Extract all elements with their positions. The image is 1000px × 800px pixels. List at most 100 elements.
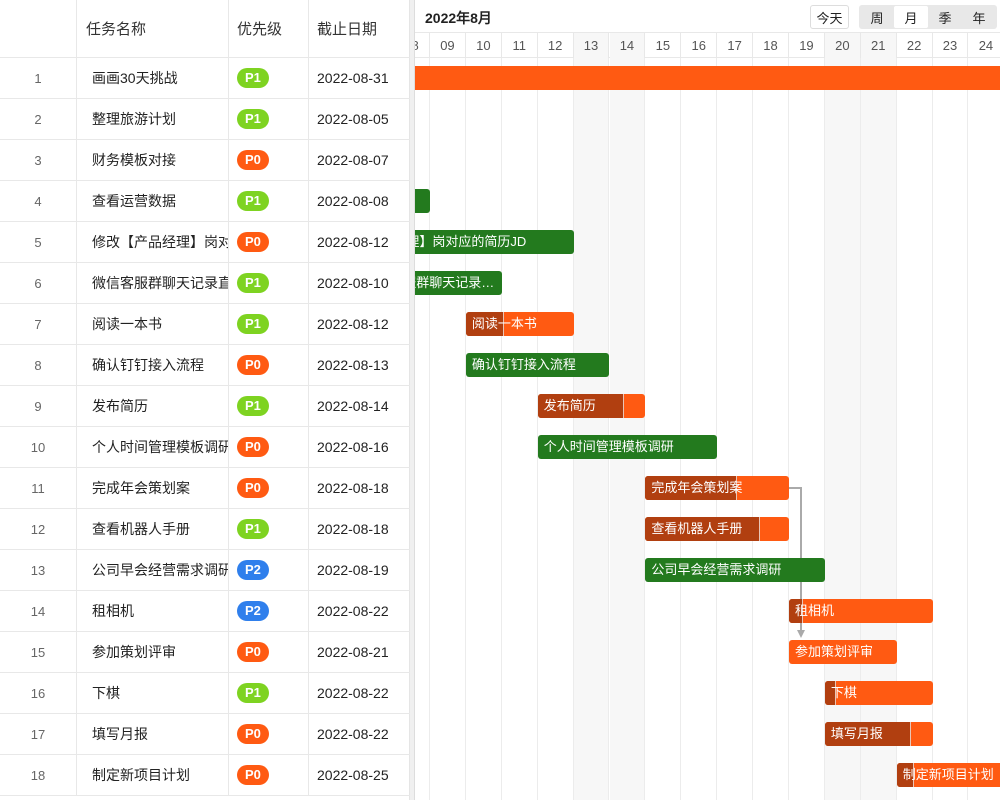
- due-date[interactable]: 2022-08-16: [317, 439, 389, 455]
- progress-fill[interactable]: [896, 763, 914, 787]
- scale-3-button[interactable]: 年: [972, 10, 986, 26]
- task-name[interactable]: 微信客服群聊天记录直...: [77, 263, 229, 303]
- priority-badge[interactable]: P2: [237, 560, 269, 580]
- today-button[interactable]: 今天: [810, 5, 849, 29]
- priority-badge[interactable]: P1: [237, 683, 269, 703]
- task-name[interactable]: 发布简历: [77, 386, 229, 426]
- task-bar[interactable]: 租相机: [789, 599, 933, 623]
- table-row[interactable]: 7 阅读一本书 P1 2022-08-12: [0, 304, 410, 345]
- table-row[interactable]: 8 确认钉钉接入流程 P0 2022-08-13: [0, 345, 410, 386]
- task-name[interactable]: 个人时间管理模板调研: [77, 427, 229, 467]
- task-name[interactable]: 整理旅游计划: [77, 99, 229, 139]
- task-name[interactable]: 画画30天挑战: [77, 58, 229, 98]
- priority-badge[interactable]: P1: [237, 68, 269, 88]
- due-date[interactable]: 2022-08-25: [317, 767, 389, 783]
- table-row[interactable]: 13 公司早会经营需求调研 P2 2022-08-19: [0, 550, 410, 591]
- task-name[interactable]: 修改【产品经理】岗对应的简历JD: [77, 222, 229, 262]
- priority-badge[interactable]: P0: [237, 642, 269, 662]
- table-row[interactable]: 10 个人时间管理模板调研 P0 2022-08-16: [0, 427, 410, 468]
- task-name[interactable]: 填写月报: [77, 714, 229, 754]
- task-name[interactable]: 阅读一本书: [77, 304, 229, 344]
- table-row[interactable]: 3 财务模板对接 P0 2022-08-07: [0, 140, 410, 181]
- task-bar[interactable]: 发布简历: [537, 394, 646, 418]
- table-row[interactable]: 14 租相机 P2 2022-08-22: [0, 591, 410, 632]
- priority-badge[interactable]: P0: [237, 765, 269, 785]
- priority-badge[interactable]: P1: [237, 191, 269, 211]
- table-row[interactable]: 5 修改【产品经理】岗对应的简历JD P0 2022-08-12: [0, 222, 410, 263]
- due-date[interactable]: 2022-08-22: [317, 685, 389, 701]
- task-name[interactable]: 确认钉钉接入流程: [77, 345, 229, 385]
- task-bar[interactable]: 查看机器人手册: [645, 517, 789, 541]
- task-bar[interactable]: 制定新项目计划: [896, 763, 1000, 787]
- table-row[interactable]: 4 查看运营数据 P1 2022-08-08: [0, 181, 410, 222]
- due-date[interactable]: 2022-08-18: [317, 480, 389, 496]
- due-date[interactable]: 2022-08-08: [317, 193, 389, 209]
- due-date[interactable]: 2022-08-05: [317, 111, 389, 127]
- header-due-date[interactable]: 截止日期: [317, 21, 378, 38]
- task-bar[interactable]: 阅读一本书: [465, 312, 574, 336]
- task-name[interactable]: 完成年会策划案: [77, 468, 229, 508]
- table-row[interactable]: 16 下棋 P1 2022-08-22: [0, 673, 410, 714]
- task-bar[interactable]: 参加策划评审: [789, 640, 897, 664]
- due-date[interactable]: 2022-08-21: [317, 644, 389, 660]
- task-bar[interactable]: 完成年会策划案: [645, 476, 789, 500]
- priority-badge[interactable]: P1: [237, 314, 269, 334]
- dependency-line[interactable]: [789, 487, 802, 632]
- scale-1-button[interactable]: 月: [894, 6, 928, 28]
- task-name[interactable]: 租相机: [77, 591, 229, 631]
- table-row[interactable]: 17 填写月报 P0 2022-08-22: [0, 714, 410, 755]
- task-bar[interactable]: 填写月报: [824, 722, 933, 746]
- progress-fill[interactable]: [645, 476, 738, 500]
- table-row[interactable]: 9 发布简历 P1 2022-08-14: [0, 386, 410, 427]
- table-row[interactable]: 6 微信客服群聊天记录直... P1 2022-08-10: [0, 263, 410, 304]
- task-bar[interactable]: 微信客服群聊天记录直...: [415, 271, 502, 295]
- header-task-name[interactable]: 任务名称: [77, 0, 229, 57]
- time-scale-switch[interactable]: 周月季 年: [859, 5, 997, 29]
- task-bar[interactable]: 画画30天挑战: [415, 66, 1000, 90]
- panel-resize-handle[interactable]: [410, 0, 415, 800]
- task-bar[interactable]: 下棋: [824, 681, 933, 705]
- progress-fill[interactable]: [537, 394, 624, 418]
- priority-badge[interactable]: P1: [237, 273, 269, 293]
- progress-fill[interactable]: [824, 681, 836, 705]
- due-date[interactable]: 2022-08-18: [317, 521, 389, 537]
- priority-badge[interactable]: P0: [237, 232, 269, 252]
- priority-badge[interactable]: P0: [237, 437, 269, 457]
- scale-2-button[interactable]: 季: [938, 10, 952, 26]
- due-date[interactable]: 2022-08-13: [317, 357, 389, 373]
- due-date[interactable]: 2022-08-19: [317, 562, 389, 578]
- due-date[interactable]: 2022-08-14: [317, 398, 389, 414]
- task-name[interactable]: 制定新项目计划: [77, 755, 229, 795]
- progress-fill[interactable]: [645, 517, 761, 541]
- priority-badge[interactable]: P1: [237, 396, 269, 416]
- task-bar[interactable]: 查看运营数据: [415, 189, 430, 213]
- due-date[interactable]: 2022-08-12: [317, 316, 389, 332]
- priority-badge[interactable]: P2: [237, 601, 269, 621]
- header-priority[interactable]: 优先级: [229, 0, 309, 57]
- table-row[interactable]: 1 画画30天挑战 P1 2022-08-31: [0, 58, 410, 99]
- due-date[interactable]: 2022-08-07: [317, 152, 389, 168]
- due-date[interactable]: 2022-08-22: [317, 726, 389, 742]
- table-row[interactable]: 15 参加策划评审 P0 2022-08-21: [0, 632, 410, 673]
- task-bar[interactable]: 确认钉钉接入流程: [465, 353, 610, 377]
- task-name[interactable]: 财务模板对接: [77, 140, 229, 180]
- table-row[interactable]: 18 制定新项目计划 P0 2022-08-25: [0, 755, 410, 796]
- scale-0-button[interactable]: 周: [870, 10, 884, 26]
- priority-badge[interactable]: P0: [237, 478, 269, 498]
- task-name[interactable]: 查看机器人手册: [77, 509, 229, 549]
- task-name[interactable]: 下棋: [77, 673, 229, 713]
- table-row[interactable]: 2 整理旅游计划 P1 2022-08-05: [0, 99, 410, 140]
- progress-fill[interactable]: [824, 722, 912, 746]
- progress-fill[interactable]: [465, 312, 504, 336]
- priority-badge[interactable]: P0: [237, 724, 269, 744]
- priority-badge[interactable]: P0: [237, 150, 269, 170]
- task-bar[interactable]: 公司早会经营需求调研: [645, 558, 825, 582]
- task-name[interactable]: 查看运营数据: [77, 181, 229, 221]
- priority-badge[interactable]: P1: [237, 109, 269, 129]
- task-name[interactable]: 参加策划评审: [77, 632, 229, 672]
- progress-fill[interactable]: [789, 599, 804, 623]
- task-bar[interactable]: 个人时间管理模板调研: [537, 435, 718, 459]
- due-date[interactable]: 2022-08-31: [317, 70, 389, 86]
- task-name[interactable]: 公司早会经营需求调研: [77, 550, 229, 590]
- task-bar[interactable]: 修改【产品经理】岗对应的简历JD: [415, 230, 574, 254]
